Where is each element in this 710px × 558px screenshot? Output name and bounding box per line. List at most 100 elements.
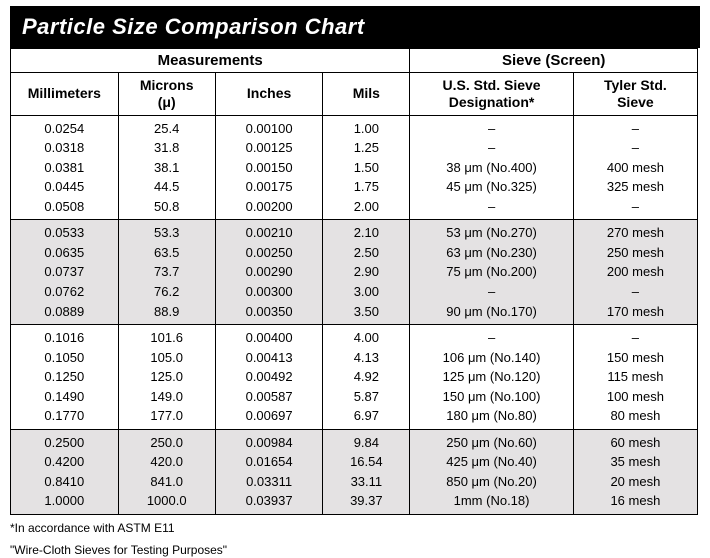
cell-microns: 250.0 (118, 429, 215, 452)
cell-mils: 16.54 (323, 452, 410, 472)
table-row: 0.038138.10.001501.5038 μm (No.400)400 m… (11, 158, 698, 178)
cell-tyler: 150 mesh (573, 348, 697, 368)
cell-us_sieve: 850 μm (No.20) (410, 472, 573, 492)
cell-tyler: 170 mesh (573, 302, 697, 325)
cell-mils: 3.00 (323, 282, 410, 302)
cell-microns: 25.4 (118, 115, 215, 138)
cell-inches: 0.01654 (215, 452, 323, 472)
cell-mm: 0.1490 (11, 387, 119, 407)
cell-us_sieve: 150 μm (No.100) (410, 387, 573, 407)
cell-inches: 0.00413 (215, 348, 323, 368)
cell-tyler: – (573, 138, 697, 158)
cell-inches: 0.00250 (215, 243, 323, 263)
table-row: 0.1050105.00.004134.13106 μm (No.140)150… (11, 348, 698, 368)
cell-tyler: 270 mesh (573, 220, 697, 243)
cell-mils: 2.90 (323, 262, 410, 282)
cell-us_sieve: – (410, 197, 573, 220)
cell-tyler: 60 mesh (573, 429, 697, 452)
table-row: 0.053353.30.002102.1053 μm (No.270)270 m… (11, 220, 698, 243)
cell-mils: 39.37 (323, 491, 410, 514)
cell-microns: 177.0 (118, 406, 215, 429)
table-row: 0.2500250.00.009849.84250 μm (No.60)60 m… (11, 429, 698, 452)
cell-mils: 1.75 (323, 177, 410, 197)
cell-us_sieve: 125 μm (No.120) (410, 367, 573, 387)
cell-microns: 88.9 (118, 302, 215, 325)
cell-inches: 0.00100 (215, 115, 323, 138)
cell-microns: 105.0 (118, 348, 215, 368)
cell-us_sieve: – (410, 115, 573, 138)
cell-mm: 0.0762 (11, 282, 119, 302)
cell-tyler: 16 mesh (573, 491, 697, 514)
cell-us_sieve: 106 μm (No.140) (410, 348, 573, 368)
cell-mils: 1.25 (323, 138, 410, 158)
cell-mils: 9.84 (323, 429, 410, 452)
cell-tyler: – (573, 325, 697, 348)
cell-inches: 0.00150 (215, 158, 323, 178)
cell-tyler: 20 mesh (573, 472, 697, 492)
cell-microns: 101.6 (118, 325, 215, 348)
table-row: 0.1250125.00.004924.92125 μm (No.120)115… (11, 367, 698, 387)
table-row: 0.088988.90.003503.5090 μm (No.170)170 m… (11, 302, 698, 325)
cell-mils: 1.50 (323, 158, 410, 178)
cell-tyler: 200 mesh (573, 262, 697, 282)
cell-mils: 4.13 (323, 348, 410, 368)
cell-tyler: 325 mesh (573, 177, 697, 197)
table-row: 0.4200420.00.0165416.54425 μm (No.40)35 … (11, 452, 698, 472)
cell-us_sieve: 45 μm (No.325) (410, 177, 573, 197)
cell-microns: 1000.0 (118, 491, 215, 514)
table-row: 0.1016101.60.004004.00–– (11, 325, 698, 348)
table-row: 0.063563.50.002502.5063 μm (No.230)250 m… (11, 243, 698, 263)
cell-mm: 0.0445 (11, 177, 119, 197)
cell-mils: 5.87 (323, 387, 410, 407)
cell-inches: 0.00300 (215, 282, 323, 302)
cell-mm: 0.0254 (11, 115, 119, 138)
cell-mm: 0.1770 (11, 406, 119, 429)
cell-tyler: – (573, 282, 697, 302)
cell-inches: 0.00290 (215, 262, 323, 282)
table-row: 0.044544.50.001751.7545 μm (No.325)325 m… (11, 177, 698, 197)
cell-mils: 1.00 (323, 115, 410, 138)
table-row: 0.1770177.00.006976.97180 μm (No.80)80 m… (11, 406, 698, 429)
table-body: 0.025425.40.001001.00––0.031831.80.00125… (11, 115, 698, 514)
cell-mils: 6.97 (323, 406, 410, 429)
cell-mm: 0.0737 (11, 262, 119, 282)
col-header-inches: Inches (215, 73, 323, 116)
table-row: 0.8410841.00.0331133.11850 μm (No.20)20 … (11, 472, 698, 492)
table-row: 0.031831.80.001251.25–– (11, 138, 698, 158)
cell-us_sieve: 75 μm (No.200) (410, 262, 573, 282)
cell-us_sieve: 250 μm (No.60) (410, 429, 573, 452)
cell-inches: 0.00125 (215, 138, 323, 158)
cell-inches: 0.00984 (215, 429, 323, 452)
cell-mm: 0.0889 (11, 302, 119, 325)
cell-inches: 0.00400 (215, 325, 323, 348)
cell-mils: 4.92 (323, 367, 410, 387)
cell-mils: 3.50 (323, 302, 410, 325)
cell-microns: 125.0 (118, 367, 215, 387)
cell-mm: 0.0381 (11, 158, 119, 178)
cell-inches: 0.00350 (215, 302, 323, 325)
cell-inches: 0.03937 (215, 491, 323, 514)
cell-inches: 0.00210 (215, 220, 323, 243)
cell-microns: 149.0 (118, 387, 215, 407)
cell-mm: 0.2500 (11, 429, 119, 452)
particle-size-table: Measurements Sieve (Screen) Millimeters … (10, 48, 698, 515)
cell-us_sieve: 38 μm (No.400) (410, 158, 573, 178)
cell-inches: 0.03311 (215, 472, 323, 492)
cell-mils: 2.10 (323, 220, 410, 243)
cell-tyler: 80 mesh (573, 406, 697, 429)
cell-microns: 63.5 (118, 243, 215, 263)
cell-tyler: – (573, 197, 697, 220)
cell-microns: 841.0 (118, 472, 215, 492)
cell-microns: 44.5 (118, 177, 215, 197)
cell-mm: 0.0508 (11, 197, 119, 220)
table-row: 0.050850.80.002002.00–– (11, 197, 698, 220)
cell-us_sieve: 90 μm (No.170) (410, 302, 573, 325)
cell-mils: 2.50 (323, 243, 410, 263)
cell-us_sieve: 63 μm (No.230) (410, 243, 573, 263)
cell-inches: 0.00492 (215, 367, 323, 387)
cell-us_sieve: – (410, 138, 573, 158)
cell-inches: 0.00697 (215, 406, 323, 429)
cell-microns: 53.3 (118, 220, 215, 243)
group-header-measurements: Measurements (11, 49, 410, 73)
cell-microns: 50.8 (118, 197, 215, 220)
